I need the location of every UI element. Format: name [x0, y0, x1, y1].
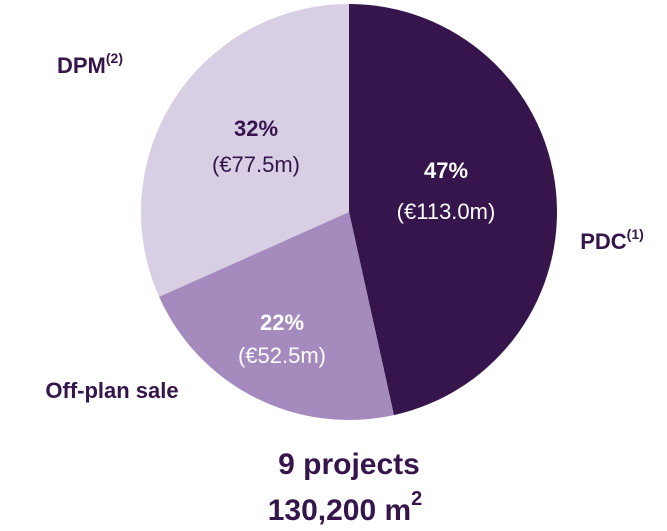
- amount-label: (€52.5m): [238, 343, 326, 368]
- category-label: Off-plan sale: [45, 378, 178, 403]
- pie-slice: [140, 4, 349, 297]
- category-name: PDC: [580, 229, 627, 254]
- category-label: DPM(2): [57, 50, 123, 78]
- value-label: 22%: [260, 310, 304, 335]
- category-note: (2): [106, 50, 123, 66]
- annotation: 130,200 m2: [268, 488, 423, 527]
- pie-slice: [349, 4, 558, 416]
- pie-slice: [159, 212, 394, 420]
- annotation: 130,200 m: [268, 494, 411, 527]
- category-name: Off-plan sale: [45, 378, 178, 403]
- value-label: 47%: [424, 158, 468, 183]
- amount-label: (€77.5m): [212, 152, 300, 177]
- category-label: PDC(1): [580, 226, 644, 254]
- category-name: DPM: [57, 53, 106, 78]
- annotation: 9 projects: [278, 448, 420, 481]
- category-note: (1): [627, 226, 644, 242]
- value-label: 32%: [234, 116, 278, 141]
- annotation-sup: 2: [411, 488, 422, 510]
- amount-label: (€113.0m): [397, 199, 496, 224]
